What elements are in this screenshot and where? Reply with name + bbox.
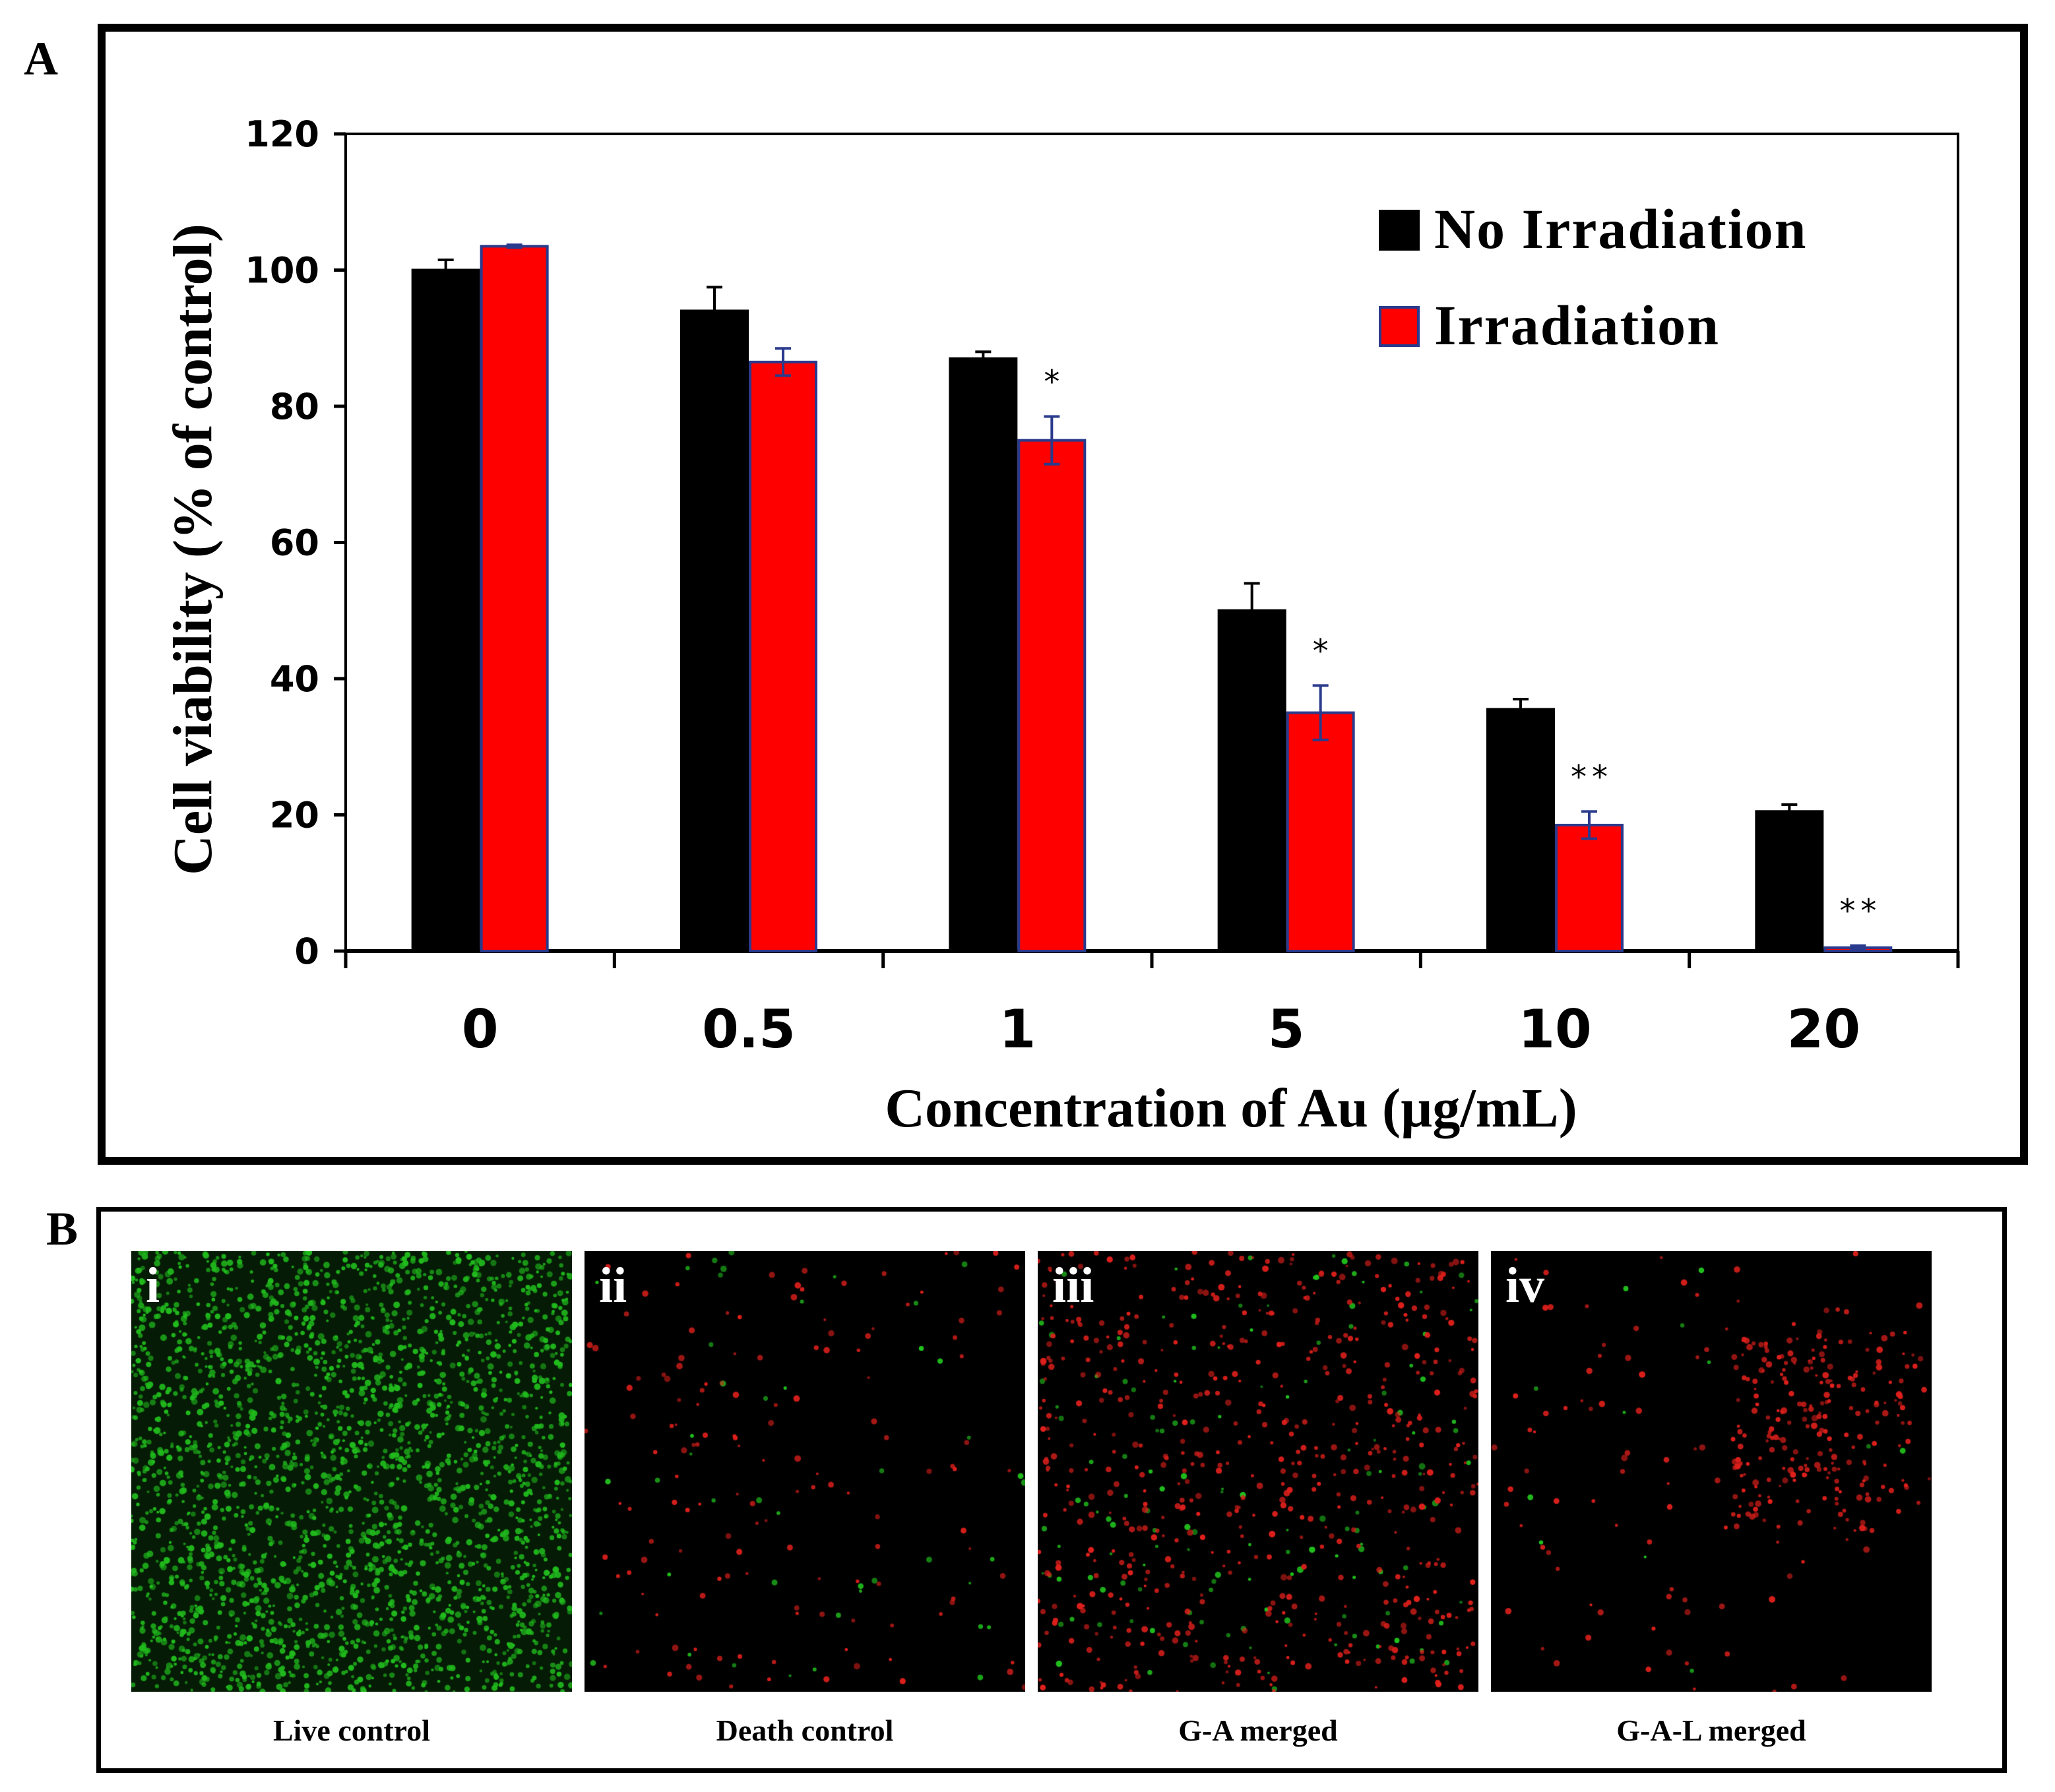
caption-gal-merged: G-A-L merged: [1616, 1714, 1806, 1747]
micrograph-tag: iv: [1505, 1258, 1545, 1313]
panel-b-microscopy-frame: i ii iii iv Live control Death control G…: [96, 1207, 2007, 1773]
legend-swatch-no-irradiation: [1379, 210, 1420, 251]
micrograph-ga-merged: iii: [1038, 1251, 1478, 1692]
bar-irradiation: [480, 245, 549, 952]
y-tick-label: 60: [270, 522, 319, 564]
y-tick-label: 100: [245, 250, 319, 292]
bar-no-irradiation: [1486, 708, 1555, 953]
caption-ga-merged: G-A merged: [1178, 1714, 1338, 1747]
legend-label: No Irradiation: [1434, 197, 1808, 261]
legend-swatch-irradiation: [1379, 306, 1420, 347]
micrograph-image: [585, 1251, 1025, 1692]
micrograph-tag: ii: [599, 1258, 627, 1313]
x-tick-label: 1: [999, 999, 1036, 1060]
micrograph-gal-merged: iv: [1491, 1251, 1932, 1692]
y-tick-label: 0: [294, 931, 319, 972]
micrograph-image: [1038, 1251, 1478, 1692]
micrograph-death-control: ii: [585, 1251, 1025, 1692]
x-tick-label: 10: [1518, 999, 1591, 1060]
panel-a-chart-frame: 0 20 40 60 80 100 120 * * ** ** 0 0.5 1 5 10 20 Concentra…: [98, 24, 2028, 1165]
y-tick-label: 40: [270, 658, 319, 700]
significance-marker: *: [1313, 633, 1334, 669]
significance-marker: *: [1044, 363, 1065, 400]
y-axis-title: Cell viability (% of control): [162, 224, 224, 875]
y-tick-label: 120: [245, 113, 319, 155]
x-tick-label: 20: [1787, 999, 1860, 1060]
bar-irradiation: [749, 360, 817, 952]
panel-b-label: B: [46, 1202, 79, 1255]
bar-irradiation: [1286, 711, 1355, 952]
x-tick-label: 5: [1268, 999, 1305, 1060]
micrograph-image: [131, 1251, 572, 1692]
bar-irradiation: [1017, 439, 1087, 952]
micrograph-tag: iii: [1052, 1258, 1094, 1313]
bar-irradiation: [1555, 823, 1624, 953]
legend-label: Irradiation: [1434, 294, 1720, 357]
y-tick-label: 80: [270, 386, 319, 427]
y-tick-label: 20: [270, 795, 319, 836]
caption-death-control: Death control: [716, 1714, 894, 1747]
micrograph-live-control: i: [131, 1251, 572, 1692]
bar-no-irradiation: [949, 357, 1018, 953]
panel-a-label: A: [24, 32, 58, 85]
significance-marker: **: [1571, 758, 1613, 795]
x-tick-label: 0.5: [702, 999, 796, 1060]
bar-no-irradiation: [680, 309, 749, 952]
caption-live-control: Live control: [272, 1714, 431, 1747]
x-tick-label: 0: [462, 999, 499, 1060]
micrograph-tag: i: [146, 1258, 160, 1313]
x-axis-title: Concentration of Au (µg/mL): [885, 1078, 1577, 1139]
bar-no-irradiation: [411, 268, 480, 952]
bar-no-irradiation: [1755, 810, 1824, 953]
bar-no-irradiation: [1217, 609, 1286, 952]
significance-marker: **: [1839, 893, 1881, 930]
micrograph-image: [1491, 1251, 1932, 1692]
